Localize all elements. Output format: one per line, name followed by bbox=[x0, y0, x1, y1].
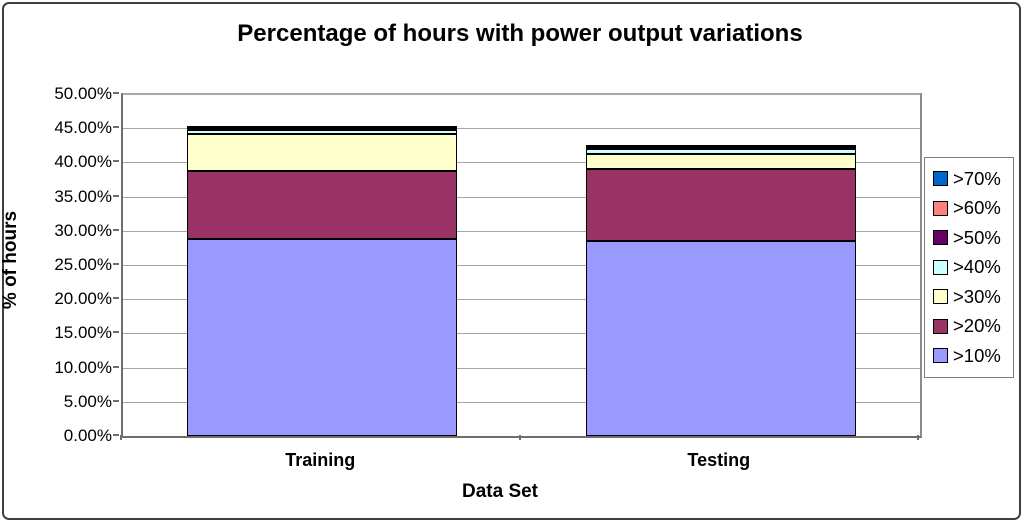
legend-label: >50% bbox=[953, 226, 1001, 248]
y-tick-mark bbox=[113, 434, 119, 436]
bar-segment-gt20pct[interactable] bbox=[187, 170, 458, 240]
legend-swatch-icon bbox=[933, 318, 948, 334]
x-category-label-training: Training bbox=[285, 450, 356, 470]
y-tick-mark bbox=[113, 399, 119, 402]
legend-item-gt10pct[interactable]: >10% bbox=[933, 341, 1013, 371]
gridline bbox=[123, 367, 920, 369]
y-tick-label: 35.00% bbox=[54, 186, 112, 206]
bar-segment-gt10pct[interactable] bbox=[585, 241, 856, 436]
y-tick-label: 0.00% bbox=[63, 426, 112, 445]
gridline bbox=[123, 333, 920, 335]
bar-segment-gt40pct[interactable] bbox=[187, 129, 458, 135]
x-category-label-testing: Testing bbox=[687, 450, 751, 470]
bar-stack-testing bbox=[585, 94, 856, 436]
gridline bbox=[123, 230, 920, 232]
x-axis-title: Data Set bbox=[461, 481, 539, 502]
y-tick-label: 30.00% bbox=[54, 220, 112, 240]
legend-swatch-icon bbox=[933, 171, 948, 187]
y-tick-label: 25.00% bbox=[54, 255, 112, 274]
y-tick-label: 40.00% bbox=[54, 152, 112, 172]
gridline bbox=[123, 196, 920, 198]
legend-item-gt40pct[interactable]: >40% bbox=[933, 253, 1013, 283]
x-tick-mark bbox=[120, 435, 122, 440]
y-tick-label: 15.00% bbox=[54, 323, 112, 343]
gridline bbox=[123, 128, 920, 130]
bar-stack-training bbox=[187, 94, 458, 436]
plot-area bbox=[121, 93, 922, 438]
legend-item-gt30pct[interactable]: >30% bbox=[933, 282, 1013, 312]
bar-segment-gt20pct[interactable] bbox=[585, 169, 856, 242]
legend-swatch-icon bbox=[933, 259, 948, 275]
bar-segment-gt70pct[interactable] bbox=[187, 125, 458, 128]
y-tick-label: 10.00% bbox=[54, 357, 112, 377]
gridline bbox=[123, 299, 920, 301]
y-tick-mark bbox=[113, 228, 119, 231]
bar-segment-gt30pct[interactable] bbox=[585, 154, 856, 170]
y-tick-mark bbox=[113, 365, 119, 368]
legend-label: >10% bbox=[953, 344, 1001, 366]
y-tick-mark bbox=[113, 126, 119, 129]
legend-label: >60% bbox=[953, 197, 1001, 219]
gridline bbox=[123, 265, 920, 266]
y-tick-mark bbox=[113, 263, 119, 265]
legend-label: >70% bbox=[953, 167, 1001, 189]
bar-segment-gt30pct[interactable] bbox=[187, 134, 458, 171]
legend: >70% >60% >50% >40% >30% >20% >10% bbox=[924, 157, 1014, 378]
legend-item-gt50pct[interactable]: >50% bbox=[933, 223, 1013, 253]
chart-title: Percentage of hours with power output va… bbox=[237, 20, 803, 47]
legend-item-gt60pct[interactable]: >60% bbox=[933, 194, 1013, 224]
y-tick-mark bbox=[113, 331, 119, 334]
y-tick-label: 50.00% bbox=[54, 84, 112, 103]
y-tick-mark bbox=[113, 194, 119, 197]
x-tick-mark bbox=[518, 435, 521, 440]
gridline bbox=[123, 401, 920, 403]
y-tick-mark bbox=[113, 160, 119, 163]
legend-label: >30% bbox=[953, 285, 1001, 307]
y-tick-mark bbox=[113, 92, 119, 94]
gridline bbox=[123, 94, 920, 95]
legend-label: >20% bbox=[953, 315, 1001, 337]
legend-item-gt70pct[interactable]: >70% bbox=[933, 164, 1013, 194]
bar-segment-gt10pct[interactable] bbox=[187, 239, 458, 436]
x-tick-mark bbox=[917, 435, 919, 440]
gridline bbox=[123, 162, 920, 164]
legend-swatch-icon bbox=[933, 348, 948, 364]
bar-segment-gt70pct[interactable] bbox=[585, 144, 856, 147]
legend-item-gt20pct[interactable]: >20% bbox=[933, 312, 1013, 342]
bar-segment-gt40pct[interactable] bbox=[585, 149, 856, 155]
y-tick-label: 5.00% bbox=[63, 391, 112, 411]
y-tick-label: 45.00% bbox=[54, 118, 112, 138]
y-tick-mark bbox=[113, 297, 119, 300]
legend-swatch-icon bbox=[933, 200, 948, 216]
y-tick-label: 20.00% bbox=[54, 289, 112, 309]
legend-swatch-icon bbox=[933, 230, 948, 246]
legend-label: >40% bbox=[953, 256, 1001, 278]
legend-swatch-icon bbox=[933, 289, 948, 305]
